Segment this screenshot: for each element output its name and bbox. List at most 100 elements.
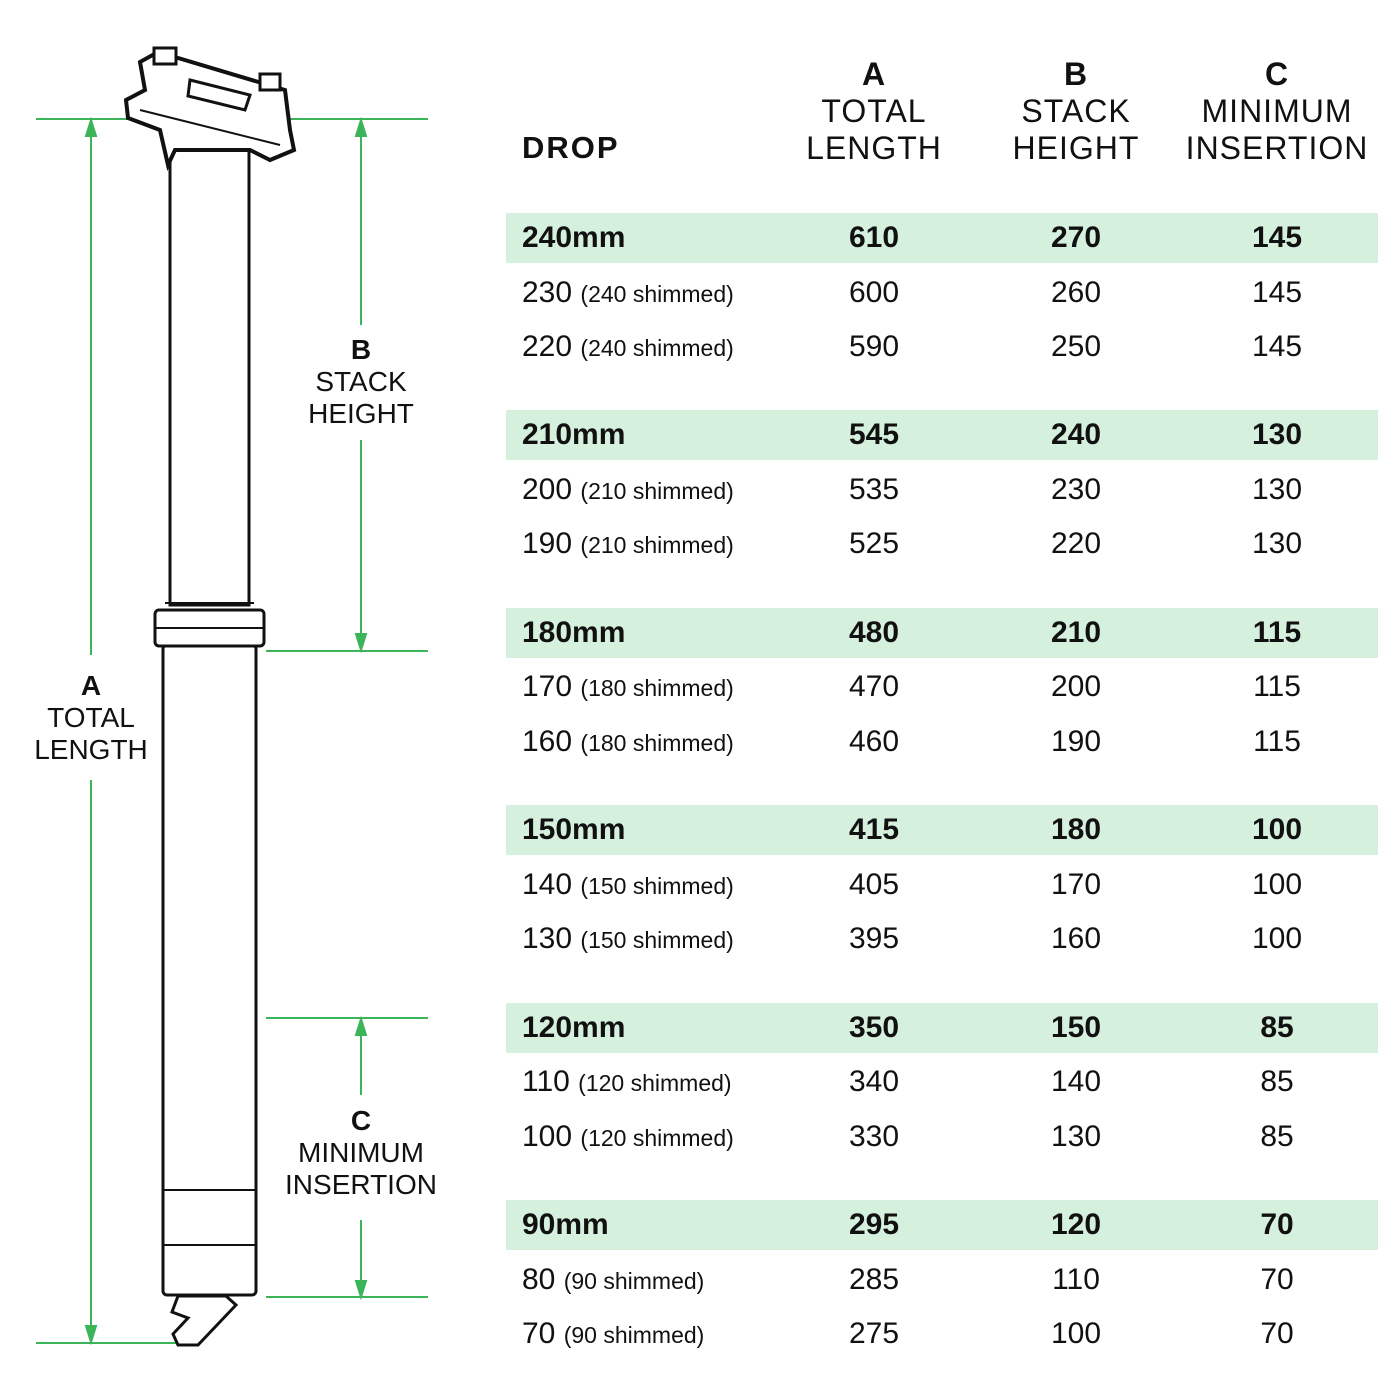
table-row-shimmed: 140 (150 shimmed) 405 170 100 (506, 860, 1378, 910)
table-row-shimmed: 110 (120 shimmed) 340 140 85 (506, 1057, 1378, 1107)
table-row-shimmed: 100 (120 shimmed) 330 130 85 (506, 1112, 1378, 1162)
seatpost-diagram (36, 46, 428, 1347)
drop-cell: 120mm (522, 1011, 625, 1045)
table-row-main: 210mm 545 240 130 (506, 410, 1378, 461)
stack-height-cell: 270 (1050, 221, 1102, 254)
table-row-shimmed: 130 (150 shimmed) 395 160 100 (506, 914, 1378, 964)
drop-value: 240mm (522, 221, 626, 254)
shim-note: (90 shimmed) (563, 1322, 705, 1348)
table-row-main: 90mm 295 120 70 (506, 1200, 1378, 1250)
dimension-label-b: B STACK HEIGHT (300, 334, 422, 430)
stack-height-cell: 140 (1050, 1065, 1102, 1099)
drop-cell: 80 (90 shimmed) (522, 1263, 704, 1297)
total-length-cell: 275 (848, 1317, 900, 1350)
shim-note: (150 shimmed) (580, 927, 734, 954)
total-length-cell: 590 (848, 330, 900, 363)
total-length-cell: 350 (848, 1010, 900, 1044)
drop-value: 120mm (522, 1010, 626, 1044)
minimum-insertion-cell: 115 (1252, 615, 1302, 649)
table-row-shimmed: 190 (210 shimmed) 525 220 130 (506, 519, 1378, 569)
shim-note: (120 shimmed) (580, 1124, 734, 1151)
minimum-insertion-cell: 145 (1251, 221, 1303, 254)
total-length-cell: 415 (848, 813, 900, 847)
minimum-insertion-cell: 85 (1260, 1065, 1294, 1099)
minimum-insertion-cell: 145 (1251, 330, 1303, 363)
dimension-label-a: A TOTAL LENGTH (30, 670, 152, 766)
stack-height-cell: 210 (1050, 615, 1102, 649)
stack-height-cell: 110 (1052, 1262, 1100, 1296)
minimum-insertion-cell: 130 (1251, 418, 1303, 452)
drop-value: 70 (522, 1317, 556, 1350)
stack-height-cell: 190 (1050, 724, 1102, 758)
table-row-main: 180mm 480 210 115 (506, 607, 1378, 658)
drop-value: 170 (522, 670, 573, 704)
minimum-insertion-cell: 100 (1251, 813, 1303, 847)
stack-height-cell: 180 (1050, 813, 1102, 847)
seatpost-outline (123, 46, 297, 1347)
shim-note: (240 shimmed) (580, 280, 734, 307)
drop-cell: 140 (150 shimmed) (522, 868, 734, 902)
drop-value: 150mm (522, 813, 626, 847)
drop-cell: 190 (210 shimmed) (522, 527, 734, 561)
table-row-main: 150mm 415 180 100 (506, 805, 1378, 856)
minimum-insertion-cell: 70 (1260, 1317, 1294, 1350)
total-length-cell: 480 (848, 615, 900, 649)
header-minimum-insertion: C MINIMUM INSERTION (1185, 56, 1369, 166)
total-length-cell: 600 (848, 275, 900, 309)
drop-cell: 180mm (522, 616, 625, 650)
drop-cell: 240mm (522, 221, 625, 255)
minimum-insertion-cell: 115 (1253, 724, 1301, 758)
drop-value: 90mm (522, 1208, 609, 1241)
stack-height-cell: 220 (1050, 527, 1102, 561)
header-total-length: A TOTAL LENGTH (806, 56, 942, 166)
total-length-cell: 405 (848, 867, 900, 901)
stack-height-cell: 130 (1050, 1119, 1102, 1153)
table-row-shimmed: 80 (90 shimmed) 285 110 70 (506, 1255, 1378, 1305)
stack-height-cell: 150 (1050, 1010, 1102, 1044)
stack-height-cell: 170 (1050, 867, 1102, 901)
minimum-insertion-cell: 130 (1251, 472, 1303, 506)
stack-height-cell: 100 (1050, 1317, 1102, 1350)
header-drop: DROP (522, 130, 620, 165)
table-row-shimmed: 220 (240 shimmed) 590 250 145 (506, 322, 1378, 372)
drop-cell: 160 (180 shimmed) (522, 725, 734, 759)
total-length-cell: 535 (848, 472, 900, 506)
stack-height-cell: 230 (1050, 472, 1102, 506)
drop-value: 180mm (522, 615, 626, 649)
total-length-cell: 295 (848, 1208, 900, 1241)
shim-note: (210 shimmed) (580, 532, 734, 559)
minimum-insertion-cell: 85 (1260, 1119, 1294, 1153)
table-row-shimmed: 160 (180 shimmed) 460 190 115 (506, 717, 1378, 767)
stack-height-cell: 200 (1050, 670, 1102, 704)
drop-cell: 200 (210 shimmed) (522, 473, 734, 507)
header-stack-height: B STACK HEIGHT (1012, 56, 1140, 166)
minimum-insertion-cell: 70 (1260, 1262, 1294, 1296)
shim-note: (210 shimmed) (580, 477, 734, 504)
table-row-shimmed: 230 (240 shimmed) 600 260 145 (506, 268, 1378, 318)
minimum-insertion-cell: 100 (1251, 922, 1303, 956)
total-length-cell: 395 (848, 922, 900, 956)
drop-value: 190 (522, 527, 573, 561)
minimum-insertion-cell: 115 (1253, 670, 1301, 704)
drop-cell: 100 (120 shimmed) (522, 1120, 734, 1154)
table-row-shimmed: 200 (210 shimmed) 535 230 130 (506, 465, 1378, 515)
drop-value: 140 (522, 867, 573, 901)
drop-cell: 90mm (522, 1208, 609, 1242)
total-length-cell: 340 (848, 1065, 900, 1099)
drop-cell: 230 (240 shimmed) (522, 276, 734, 310)
drop-cell: 70 (90 shimmed) (522, 1317, 704, 1351)
drop-cell: 130 (150 shimmed) (522, 922, 734, 956)
stack-height-cell: 250 (1050, 330, 1102, 363)
minimum-insertion-cell: 100 (1251, 867, 1303, 901)
drop-value: 160 (522, 724, 573, 758)
total-length-cell: 330 (848, 1119, 900, 1153)
dimension-label-c: C MINIMUM INSERTION (280, 1105, 442, 1201)
shim-note: (90 shimmed) (563, 1267, 705, 1294)
table-row-main: 120mm 350 150 85 (506, 1002, 1378, 1053)
shim-note: (150 shimmed) (580, 872, 734, 899)
total-length-cell: 285 (848, 1262, 900, 1296)
drop-cell: 170 (180 shimmed) (522, 670, 734, 704)
minimum-insertion-cell: 130 (1251, 527, 1303, 561)
stack-height-cell: 260 (1050, 275, 1102, 309)
drop-value: 80 (522, 1262, 556, 1296)
